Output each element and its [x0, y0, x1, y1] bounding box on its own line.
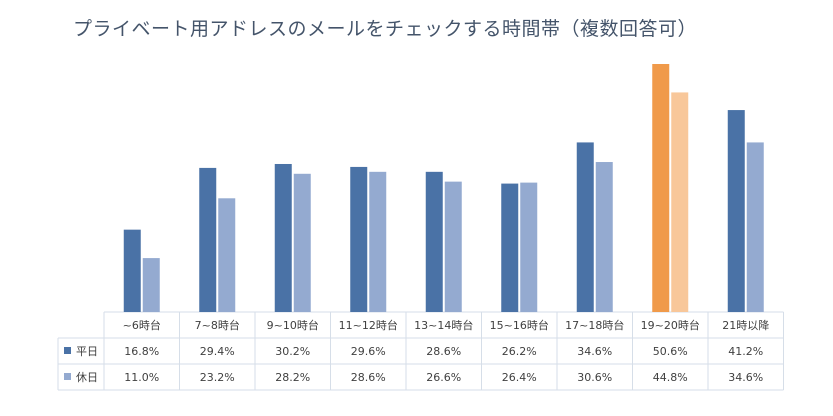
legend-swatch-weekday: [64, 347, 71, 354]
data-label: 50.6%: [653, 345, 688, 358]
data-label: 29.6%: [351, 345, 386, 358]
data-label: 34.6%: [577, 345, 612, 358]
data-label: 11.0%: [124, 371, 159, 384]
data-label: 30.2%: [275, 345, 310, 358]
data-label: 26.6%: [426, 371, 461, 384]
legend-label-holiday: 休日: [76, 371, 98, 384]
bar-weekday-4: [425, 171, 443, 312]
bar-holiday-2: [293, 173, 311, 312]
bar-weekday-2: [274, 163, 292, 312]
category-label: ~6時台: [123, 318, 161, 332]
data-label: 34.6%: [728, 371, 763, 384]
category-label: 13~14時台: [414, 318, 473, 332]
bar-holiday-0: [142, 258, 160, 312]
data-label: 44.8%: [653, 371, 688, 384]
category-label: 19~20時台: [641, 318, 700, 332]
category-label: 17~18時台: [565, 318, 624, 332]
bar-weekday-6: [576, 142, 594, 312]
category-label: 9~10時台: [267, 318, 319, 332]
bar-holiday-1: [218, 198, 236, 312]
bar-weekday-1: [199, 167, 217, 312]
bar-weekday-7: [652, 64, 670, 312]
data-label: 28.6%: [426, 345, 461, 358]
bar-holiday-4: [444, 181, 462, 312]
data-label: 29.4%: [200, 345, 235, 358]
data-label: 23.2%: [200, 371, 235, 384]
bar-holiday-7: [671, 92, 689, 312]
bar-weekday-3: [350, 166, 368, 312]
bar-holiday-6: [595, 162, 613, 312]
bar-holiday-3: [369, 171, 387, 312]
data-label: 41.2%: [728, 345, 763, 358]
bar-holiday-8: [746, 142, 764, 312]
bar-weekday-0: [123, 229, 141, 312]
category-label: 15~16時台: [490, 318, 549, 332]
data-label: 16.8%: [124, 345, 159, 358]
data-label: 28.6%: [351, 371, 386, 384]
category-label: 21時以降: [722, 318, 769, 332]
bar-weekday-5: [501, 183, 519, 312]
bar-weekday-8: [727, 110, 745, 313]
data-label: 28.2%: [275, 371, 310, 384]
chart-title: プライベート用アドレスのメールをチェックする時間帯（複数回答可）: [73, 18, 698, 40]
data-label: 30.6%: [577, 371, 612, 384]
legend-label-weekday: 平日: [76, 345, 98, 358]
category-label: 7~8時台: [195, 318, 240, 332]
legend-swatch-holiday: [64, 373, 71, 380]
category-label: 11~12時台: [339, 318, 398, 332]
data-label: 26.4%: [502, 371, 537, 384]
bar-holiday-5: [520, 182, 538, 312]
data-label: 26.2%: [502, 345, 537, 358]
